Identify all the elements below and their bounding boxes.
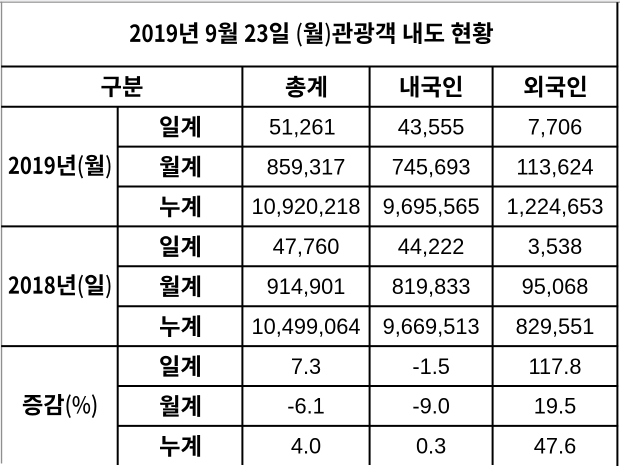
svg-text:4.0: 4.0 [291,434,321,459]
svg-text:113,624: 113,624 [516,154,593,179]
svg-text:7.3: 7.3 [291,354,321,379]
svg-text:7,706: 7,706 [528,114,583,139]
svg-text:0.3: 0.3 [416,434,446,459]
svg-text:44,222: 44,222 [398,234,465,259]
svg-text:829,551: 829,551 [516,314,595,339]
svg-text:95,068: 95,068 [522,274,589,299]
svg-text:745,693: 745,693 [392,154,471,179]
svg-text:-1.5: -1.5 [412,354,450,379]
svg-text:859,317: 859,317 [267,154,346,179]
svg-text:10,499,064: 10,499,064 [251,314,360,339]
svg-text:914,901: 914,901 [267,274,346,299]
svg-text:-9.0: -9.0 [412,394,450,419]
svg-text:3,538: 3,538 [528,234,583,259]
svg-text:9,695,565: 9,695,565 [383,194,480,219]
svg-text:819,833: 819,833 [392,274,471,299]
svg-text:47,760: 47,760 [273,234,340,259]
svg-text:1,224,653: 1,224,653 [507,194,604,219]
svg-text:47.6: 47.6 [534,434,576,459]
svg-text:51,261: 51,261 [269,114,336,139]
svg-text:19.5: 19.5 [534,394,576,419]
svg-text:9,669,513: 9,669,513 [383,314,480,339]
svg-text:-6.1: -6.1 [287,394,325,419]
svg-text:10,920,218: 10,920,218 [251,194,360,219]
svg-text:43,555: 43,555 [398,114,465,139]
svg-text:117.8: 117.8 [529,354,582,379]
